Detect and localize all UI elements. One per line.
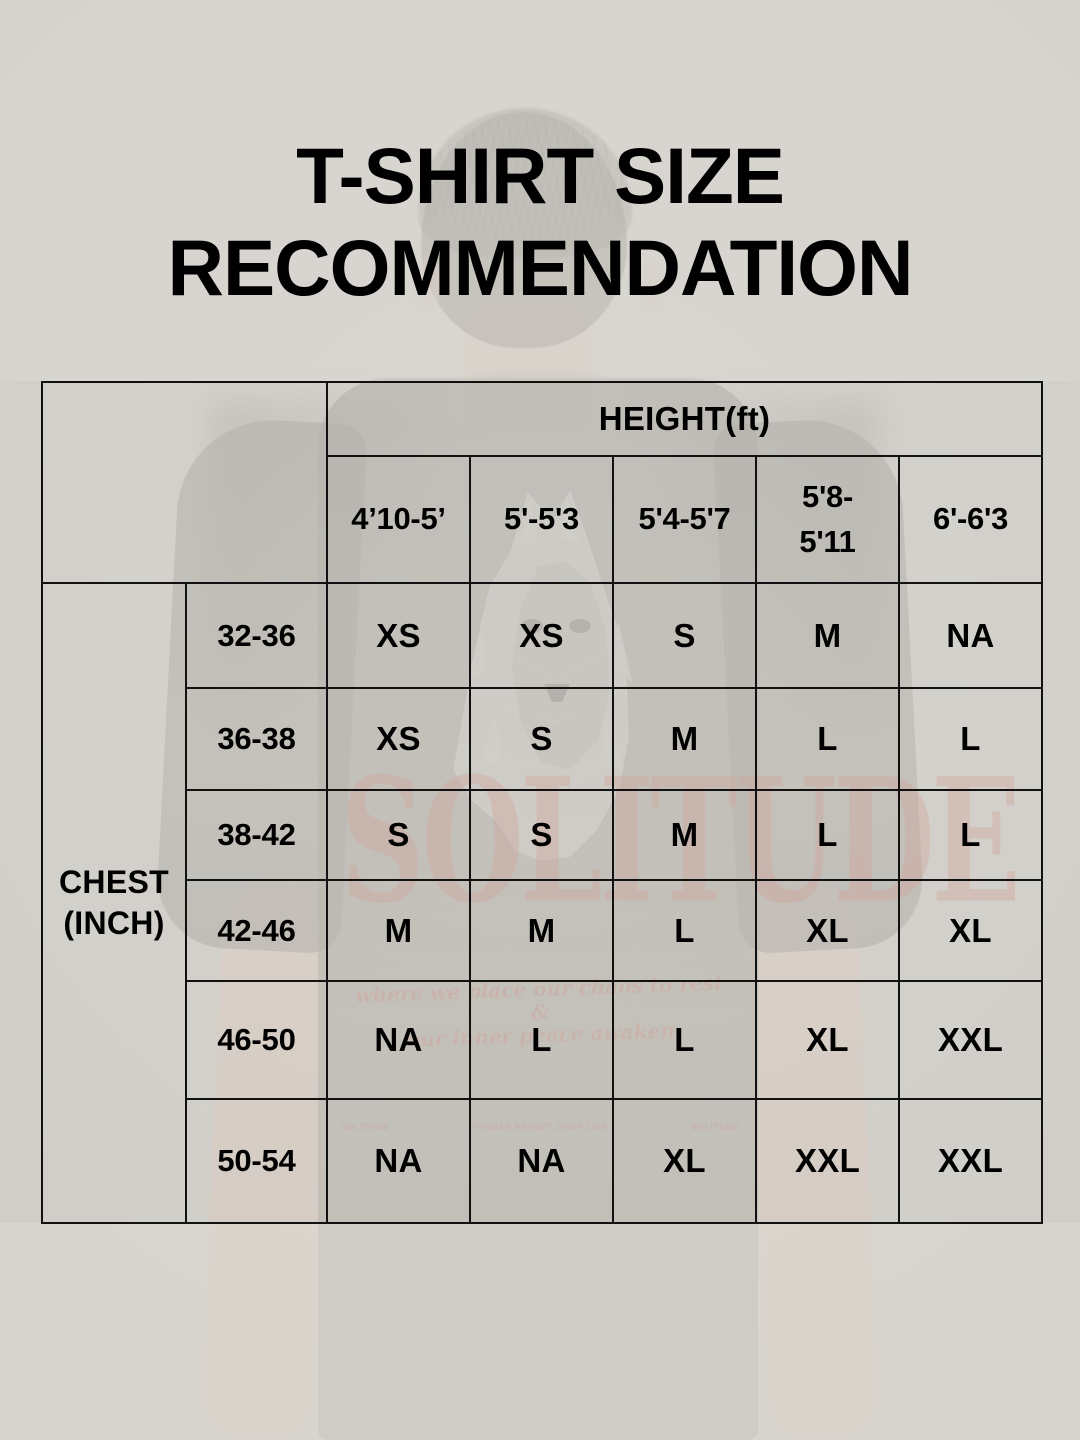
size-cell: XS	[469, 582, 614, 689]
page-title-line-1: T-SHIRT SIZE	[296, 131, 785, 220]
size-cell: L	[612, 879, 757, 982]
size-cell: M	[612, 789, 757, 881]
size-cell: XXL	[897, 980, 1044, 1100]
size-cell: S	[612, 582, 757, 689]
size-chart-table: HEIGHT(ft) 4’10-5’ 5'-5'3 5'4-5'7 5'8- 5…	[41, 381, 1044, 1224]
size-cell: L	[755, 789, 900, 881]
chest-label-line1: CHEST	[59, 864, 169, 901]
chest-range-cell: 50-54	[185, 1098, 328, 1224]
table-header-row-height: HEIGHT(ft)	[41, 381, 1044, 584]
size-cell: M	[612, 687, 757, 791]
page-title: T-SHIRT SIZE RECOMMENDATION	[5, 130, 1074, 315]
table-row: 38-42 S S M L L	[42, 789, 1044, 881]
size-cell: NA	[897, 582, 1044, 689]
height-column-header-5: 6'-6'3	[897, 455, 1044, 584]
height-column-header-4-line1: 5'8-	[802, 478, 853, 514]
size-cell: M	[326, 879, 471, 982]
size-cell: S	[469, 789, 614, 881]
height-column-header-2: 5'-5'3	[469, 455, 614, 584]
size-cell: NA	[326, 1098, 471, 1224]
size-cell: L	[897, 687, 1044, 791]
table-row: 36-38 XS S M L L	[42, 687, 1044, 791]
chest-range-cell: 32-36	[185, 582, 328, 689]
size-cell: XS	[326, 582, 471, 689]
chest-range-cell: 42-46	[185, 879, 328, 982]
size-cell: L	[469, 980, 614, 1100]
size-cell: XL	[612, 1098, 757, 1224]
size-cell: S	[326, 789, 471, 881]
size-cell: M	[755, 582, 900, 689]
size-cell: XXL	[897, 1098, 1044, 1224]
chest-range-cell: 38-42	[185, 789, 328, 881]
height-column-header-4-line2: 5'11	[799, 523, 856, 559]
size-cell: XXL	[755, 1098, 900, 1224]
row-group-header-chest: CHEST (INCH)	[41, 582, 187, 1224]
height-column-header-4: 5'8- 5'11	[755, 455, 900, 584]
size-cell: L	[897, 789, 1044, 881]
table-row: 42-46 M M L XL XL	[42, 879, 1044, 982]
size-cell: XS	[326, 687, 471, 791]
table-row: 46-50 NA L L XL XXL	[42, 980, 1044, 1100]
table-corner-blank	[41, 381, 328, 584]
size-cell: S	[469, 687, 614, 791]
size-cell: M	[469, 879, 614, 982]
chest-range-cell: 46-50	[185, 980, 328, 1100]
table-row: CHEST (INCH) 32-36 XS XS S M NA	[41, 582, 1044, 1224]
chest-range-cell: 36-38	[185, 687, 328, 791]
size-cell: L	[755, 687, 900, 791]
table-row: 50-54 NA NA XL XXL XXL	[42, 1098, 1044, 1224]
size-cell: XL	[755, 879, 900, 982]
chest-label-line2: (INCH)	[63, 905, 165, 941]
column-group-header-height: HEIGHT(ft)	[325, 381, 1044, 457]
height-column-header-1: 4’10-5’	[326, 455, 471, 584]
size-cell: NA	[326, 980, 471, 1100]
size-cell: XL	[755, 980, 900, 1100]
page-title-line-2: RECOMMENDATION	[167, 223, 913, 313]
size-cell: NA	[469, 1098, 614, 1224]
size-cell: L	[612, 980, 757, 1100]
height-column-header-3: 5'4-5'7	[612, 455, 757, 584]
size-cell: XL	[897, 879, 1044, 982]
